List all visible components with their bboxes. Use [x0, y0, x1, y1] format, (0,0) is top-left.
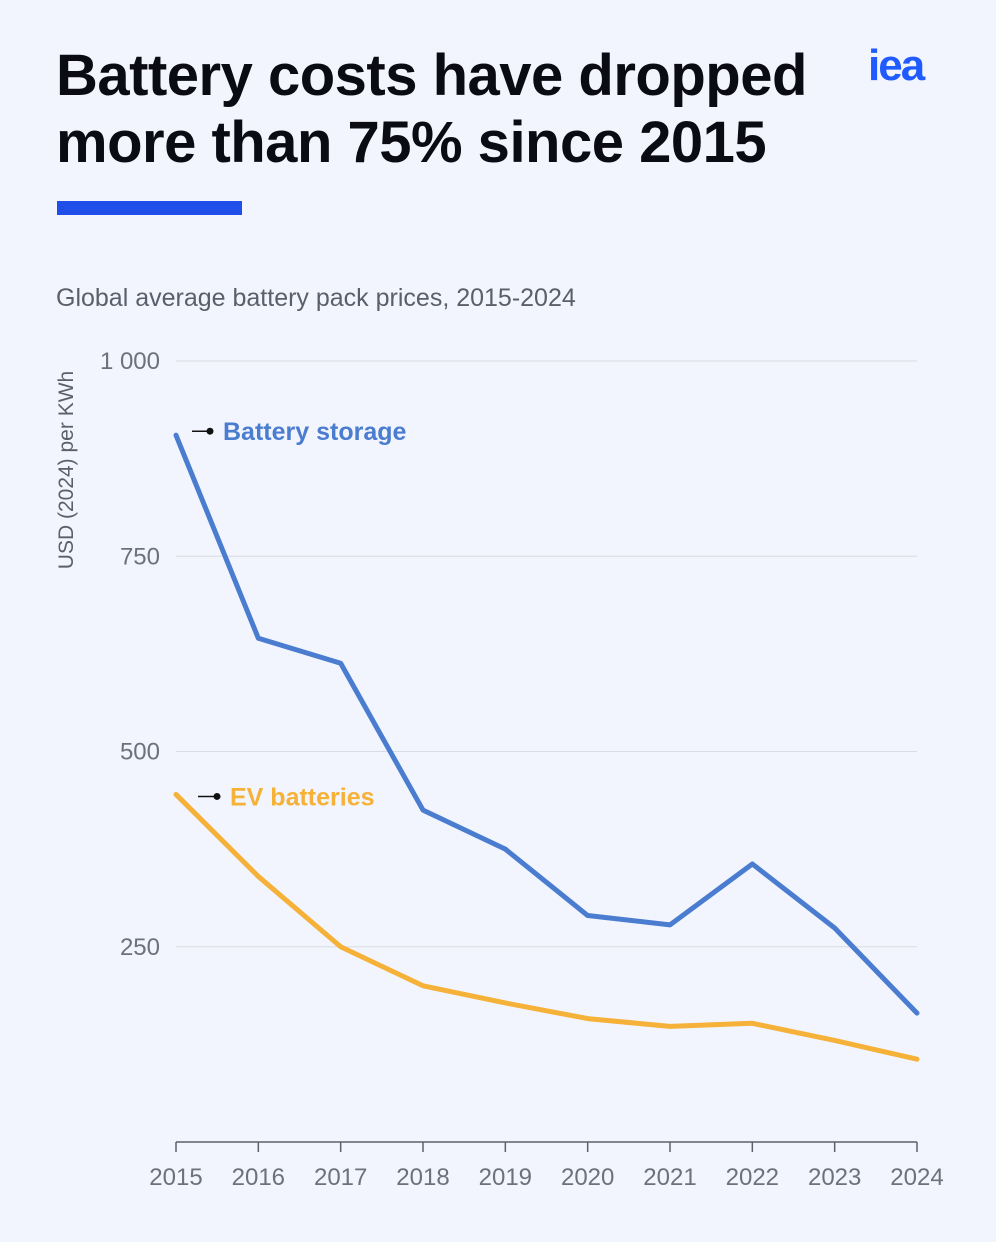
x-tick-label: 2024 — [890, 1164, 943, 1191]
accent-rule — [57, 201, 242, 215]
y-tick-label: 250 — [120, 934, 160, 961]
page-title: Battery costs have dropped more than 75%… — [56, 42, 846, 176]
title-line-2: more than 75% since 2015 — [56, 110, 767, 175]
x-tick-label: 2021 — [643, 1164, 696, 1191]
y-tick-label: 500 — [120, 739, 160, 766]
x-tick-label: 2019 — [479, 1164, 532, 1191]
chart-title: Global average battery pack prices, 2015… — [56, 284, 576, 312]
series-line — [173, 432, 920, 1016]
x-tick-label: 2018 — [396, 1164, 449, 1191]
label-pointer-dot — [213, 792, 221, 800]
label-pointer-dot — [206, 427, 214, 435]
y-axis-title: USD (2024) per KWh — [55, 371, 78, 569]
series-labels: Battery storage EV batteries — [192, 418, 406, 811]
x-tick-label: 2022 — [726, 1164, 779, 1191]
y-tick-label: 1 000 — [100, 348, 160, 375]
series-label: EV batteries — [230, 783, 375, 811]
x-tick-label: 2020 — [561, 1164, 614, 1191]
series-lines — [173, 432, 920, 1062]
series-label: Battery storage — [223, 418, 406, 446]
y-axis-ticks: 250 500 750 1 000 — [100, 348, 160, 961]
x-tick-label: 2016 — [232, 1164, 285, 1191]
y-tick-label: 750 — [120, 543, 160, 570]
x-axis: 2015 2016 2017 2018 2019 2020 2021 2022 2023 2024 — [149, 1141, 944, 1191]
series-line — [173, 791, 920, 1062]
x-tick-label: 2023 — [808, 1164, 861, 1191]
iea-logo: iea — [868, 41, 925, 90]
title-line-1: Battery costs have dropped — [56, 43, 807, 108]
x-tick-label: 2017 — [314, 1164, 367, 1191]
gridlines — [176, 360, 917, 948]
x-tick-label: 2015 — [149, 1164, 202, 1191]
